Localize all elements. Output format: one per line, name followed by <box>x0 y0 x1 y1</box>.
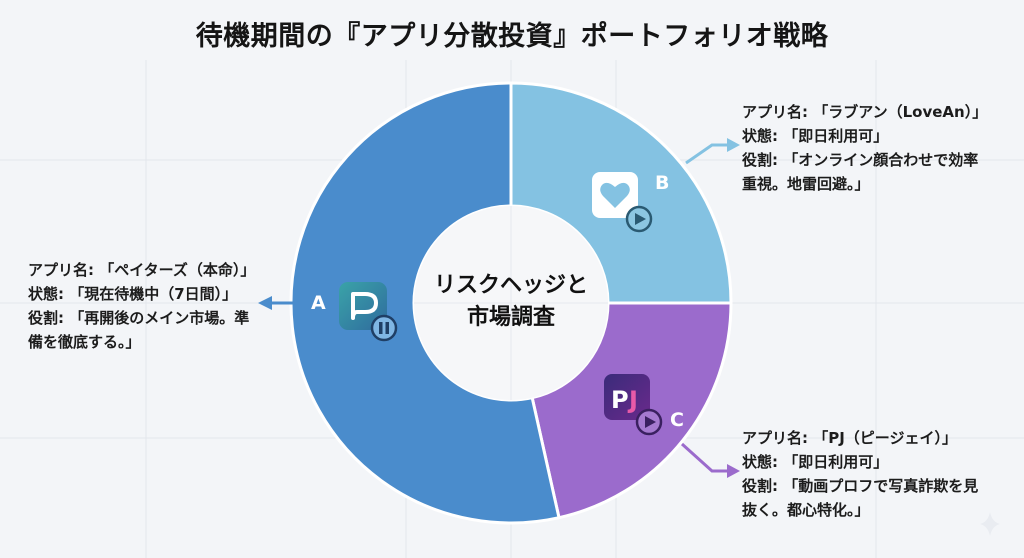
callout-c-role: 役割: 「動画プロフで写真詐欺を見 <box>742 477 979 495</box>
svg-text:J: J <box>627 386 638 414</box>
center-label-line2: 市場調査 <box>466 305 555 330</box>
slice-label-a: A <box>311 292 326 314</box>
callout-b-app-name: アプリ名: 「ラブアン（LoveAn）」 <box>742 103 988 121</box>
heart-app-icon <box>592 172 638 218</box>
callout-a: アプリ名: 「ペイターズ（本命）」 状態: 「現在待機中（7日間）」 役割: 「… <box>28 258 255 354</box>
callout-a-role-cont: 備を徹底する。」 <box>28 333 141 351</box>
center-label-line1: リスクヘッジと <box>433 273 588 298</box>
callout-c: アプリ名: 「PJ（ピージェイ）」 状態: 「即日利用可」 役割: 「動画プロフ… <box>742 426 978 522</box>
callout-b-role-cont: 重視。地雷回避。」 <box>742 175 870 193</box>
callout-a-role: 役割: 「再開後のメイン市場。準 <box>28 309 250 327</box>
pause-icon <box>370 314 398 342</box>
slice-label-b: B <box>655 172 670 194</box>
chart-title: 待機期間の『アプリ分散投資』ポートフォリオ戦略 <box>195 21 829 52</box>
callout-b-status: 状態: 「即日利用可」 <box>742 127 889 145</box>
center-label: リスクヘッジと 市場調査 <box>411 270 611 334</box>
play-icon <box>625 205 653 233</box>
callout-c-status: 状態: 「即日利用可」 <box>742 453 889 471</box>
arrow-a <box>258 296 293 310</box>
play-icon-c <box>635 408 663 436</box>
slice-label-c: C <box>670 409 684 431</box>
pj-app-icon: P J <box>604 374 650 420</box>
callout-a-status: 状態: 「現在待機中（7日間）」 <box>28 285 238 303</box>
callout-a-app-name: アプリ名: 「ペイターズ（本命）」 <box>28 261 256 279</box>
pairs-p-app-icon <box>339 282 387 330</box>
arrow-c <box>680 442 740 478</box>
callout-c-app-name: アプリ名: 「PJ（ピージェイ）」 <box>742 429 957 447</box>
arrow-b <box>685 138 740 165</box>
callout-c-role-cont: 抜く。都心特化。」 <box>742 501 870 519</box>
svg-text:P: P <box>611 386 629 414</box>
callout-b-role: 役割: 「オンライン顔合わせで効率 <box>742 151 979 169</box>
callout-b: アプリ名: 「ラブアン（LoveAn）」 状態: 「即日利用可」 役割: 「オン… <box>742 100 987 196</box>
